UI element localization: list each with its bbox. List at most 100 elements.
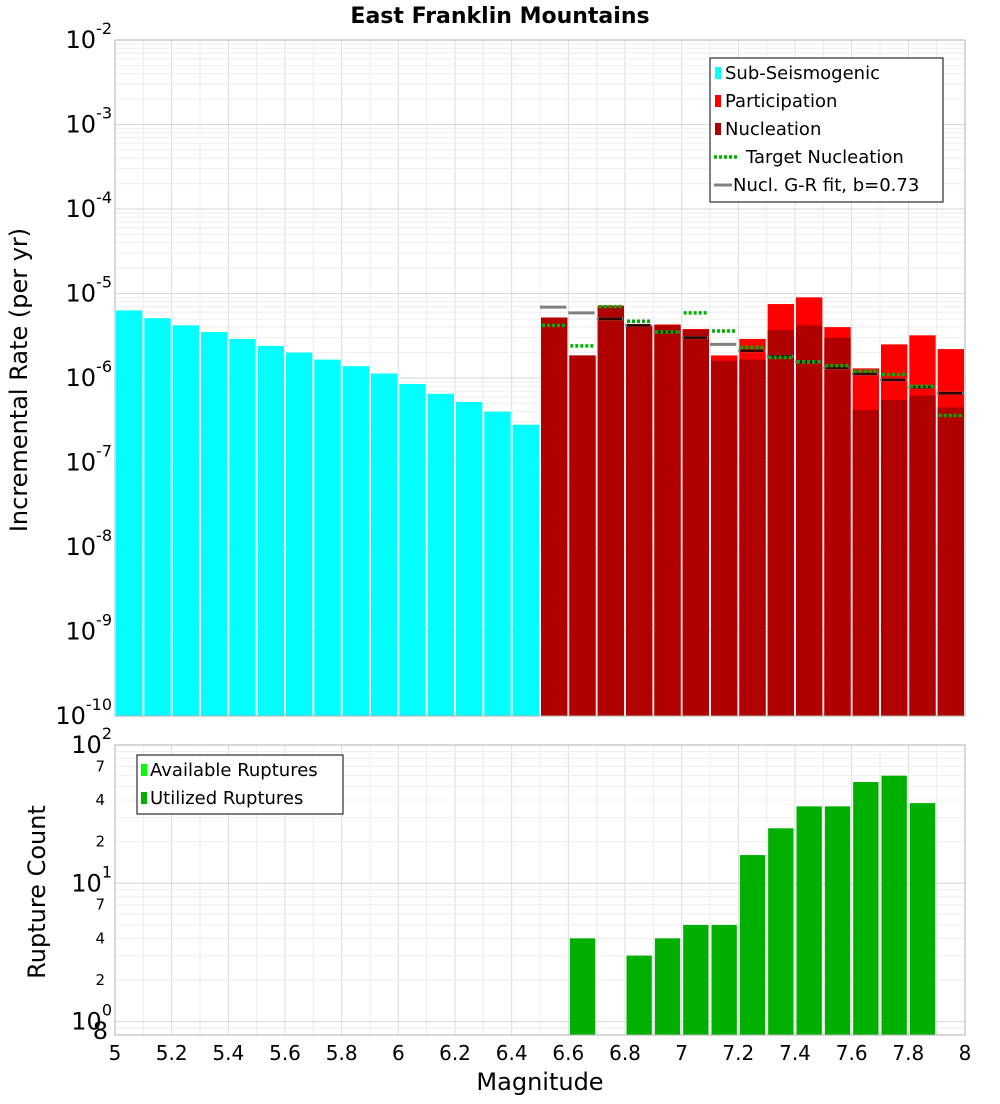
chart-title: East Franklin Mountains: [350, 4, 649, 29]
bar-utilized-ruptures: [768, 828, 794, 1035]
bottom-y-tick-label: 100: [71, 1001, 112, 1036]
bar-sub-seismogenic: [116, 310, 143, 716]
x-tick-label: 8: [959, 1041, 972, 1065]
bottom-y-minor-tick-label: 2: [95, 833, 105, 851]
bar-nucleation: [569, 355, 596, 716]
top-y-tick-label: 10-7: [66, 442, 113, 477]
top-y-tick-label: 10-3: [66, 104, 113, 139]
bar-nucleation: [682, 329, 709, 716]
bar-utilized-ruptures: [683, 924, 709, 1035]
top-legend: Sub-Seismogenic Participation Nucleation Ta…: [709, 57, 944, 203]
bar-sub-seismogenic: [371, 373, 398, 716]
bar-utilized-ruptures: [739, 855, 766, 1035]
legend-label: Nucl. G-R fit, b=0.73: [733, 175, 919, 196]
x-tick-label: 5.8: [326, 1041, 358, 1065]
x-tick-label: 5.6: [269, 1041, 301, 1065]
bar-sub-seismogenic: [172, 325, 199, 716]
bar-utilized-ruptures: [881, 775, 907, 1035]
legend-swatch-utilized-ruptures: [141, 792, 147, 804]
bottom-legend-item: Utilized Ruptures: [141, 788, 303, 809]
top-legend-item: Nucleation: [715, 119, 821, 140]
top-y-tick-label: 10-4: [66, 188, 113, 223]
series-nucleation: [541, 306, 964, 716]
bar-nucleation: [767, 329, 794, 716]
bar-sub-seismogenic: [144, 318, 171, 716]
top-legend-item: Target Nucleation: [714, 147, 904, 168]
bar-sub-seismogenic: [427, 393, 454, 716]
x-tick-label: 5.2: [156, 1041, 188, 1065]
bar-nucleation: [654, 325, 681, 716]
legend-label: Participation: [725, 91, 837, 112]
top-y-tick-label: 10-9: [66, 611, 113, 646]
legend-label: Available Ruptures: [150, 760, 318, 781]
x-axis-label: Magnitude: [476, 1068, 603, 1096]
x-tick-label: 6.2: [439, 1041, 471, 1065]
series-utilized-ruptures: [569, 775, 936, 1035]
bar-utilized-ruptures: [824, 806, 851, 1035]
x-tick-label: 6: [392, 1041, 405, 1065]
top-y-tick-label: 10-6: [66, 357, 113, 392]
bar-nucleation: [796, 325, 823, 716]
bottom-y-minor-tick-label: 2: [95, 971, 105, 989]
bar-sub-seismogenic: [456, 401, 483, 716]
bottom-y-minor-tick-label: 8: [93, 1017, 108, 1045]
top-legend-box: [709, 57, 944, 203]
bottom-y-ticks: 100 101 102 8 2 4 7 2 4 7: [71, 724, 112, 1045]
bar-sub-seismogenic: [314, 359, 341, 716]
bottom-y-minor-tick-label: 7: [95, 757, 105, 775]
top-plot-border: [114, 39, 966, 717]
x-tick-label: 7.2: [722, 1041, 754, 1065]
x-ticks: 5 5.2 5.4 5.6 5.8 6 6.2 6.4 6.6 6.8 7 7.2 7.4 7.6 7.8 8: [109, 1041, 972, 1065]
series-sub-seismogenic: [116, 310, 539, 716]
bar-sub-seismogenic: [257, 345, 284, 716]
bottom-legend-item: Available Ruptures: [141, 760, 318, 781]
legend-swatch-participation: [715, 95, 721, 107]
legend-swatch-sub-seismogenic: [715, 67, 721, 79]
bar-nucleation: [711, 360, 738, 716]
bar-utilized-ruptures: [569, 938, 596, 1035]
bar-nucleation: [937, 407, 964, 716]
bottom-y-axis-label: Rupture Count: [23, 805, 51, 979]
bar-utilized-ruptures: [796, 806, 822, 1035]
bar-utilized-ruptures: [909, 803, 936, 1035]
top-legend-item: Nucl. G-R fit, b=0.73: [714, 175, 919, 196]
bottom-plot-border: [114, 744, 966, 1036]
x-tick-label: 5.4: [212, 1041, 244, 1065]
legend-label: Nucleation: [725, 119, 821, 140]
x-tick-label: 7: [675, 1041, 688, 1065]
top-y-axis-label: Incremental Rate (per yr): [5, 228, 33, 532]
bar-sub-seismogenic: [229, 338, 256, 716]
bottom-y-minor-tick-label: 4: [95, 929, 105, 947]
bar-sub-seismogenic: [512, 424, 539, 716]
bar-nucleation: [881, 399, 908, 716]
legend-label: Utilized Ruptures: [150, 788, 303, 809]
bar-nucleation: [597, 306, 624, 716]
bar-nucleation: [739, 359, 766, 716]
bottom-y-tick-label: 101: [71, 862, 112, 897]
x-tick-label: 7.8: [892, 1041, 924, 1065]
series-target-nucleation: [542, 304, 962, 418]
x-tick-label: 6.4: [496, 1041, 528, 1065]
bar-nucleation: [541, 317, 568, 716]
x-tick-label: 7.6: [836, 1041, 868, 1065]
x-tick-label: 5: [109, 1041, 122, 1065]
bar-sub-seismogenic: [201, 332, 228, 716]
legend-label: Sub-Seismogenic: [725, 63, 880, 84]
legend-swatch-nucleation: [715, 123, 721, 135]
bar-utilized-ruptures: [853, 782, 879, 1035]
legend-label: Target Nucleation: [745, 147, 904, 168]
top-y-ticks: 10-10 10-9 10-8 10-7 10-6 10-5 10-4 10-3 10-2: [55, 19, 112, 730]
x-tick-label: 6.8: [609, 1041, 641, 1065]
top-legend-item: Sub-Seismogenic: [715, 63, 880, 84]
top-y-tick-label: 10-8: [66, 526, 113, 561]
top-y-tick-label: 10-5: [66, 273, 113, 308]
bottom-grid: [114, 744, 966, 1036]
top-legend-item: Participation: [715, 91, 837, 112]
bottom-legend: Available Ruptures Utilized Ruptures: [136, 754, 344, 815]
bottom-legend-box: [136, 754, 344, 815]
bar-nucleation: [909, 395, 936, 716]
legend-swatch-available-ruptures: [141, 764, 147, 776]
bar-sub-seismogenic: [399, 383, 426, 716]
